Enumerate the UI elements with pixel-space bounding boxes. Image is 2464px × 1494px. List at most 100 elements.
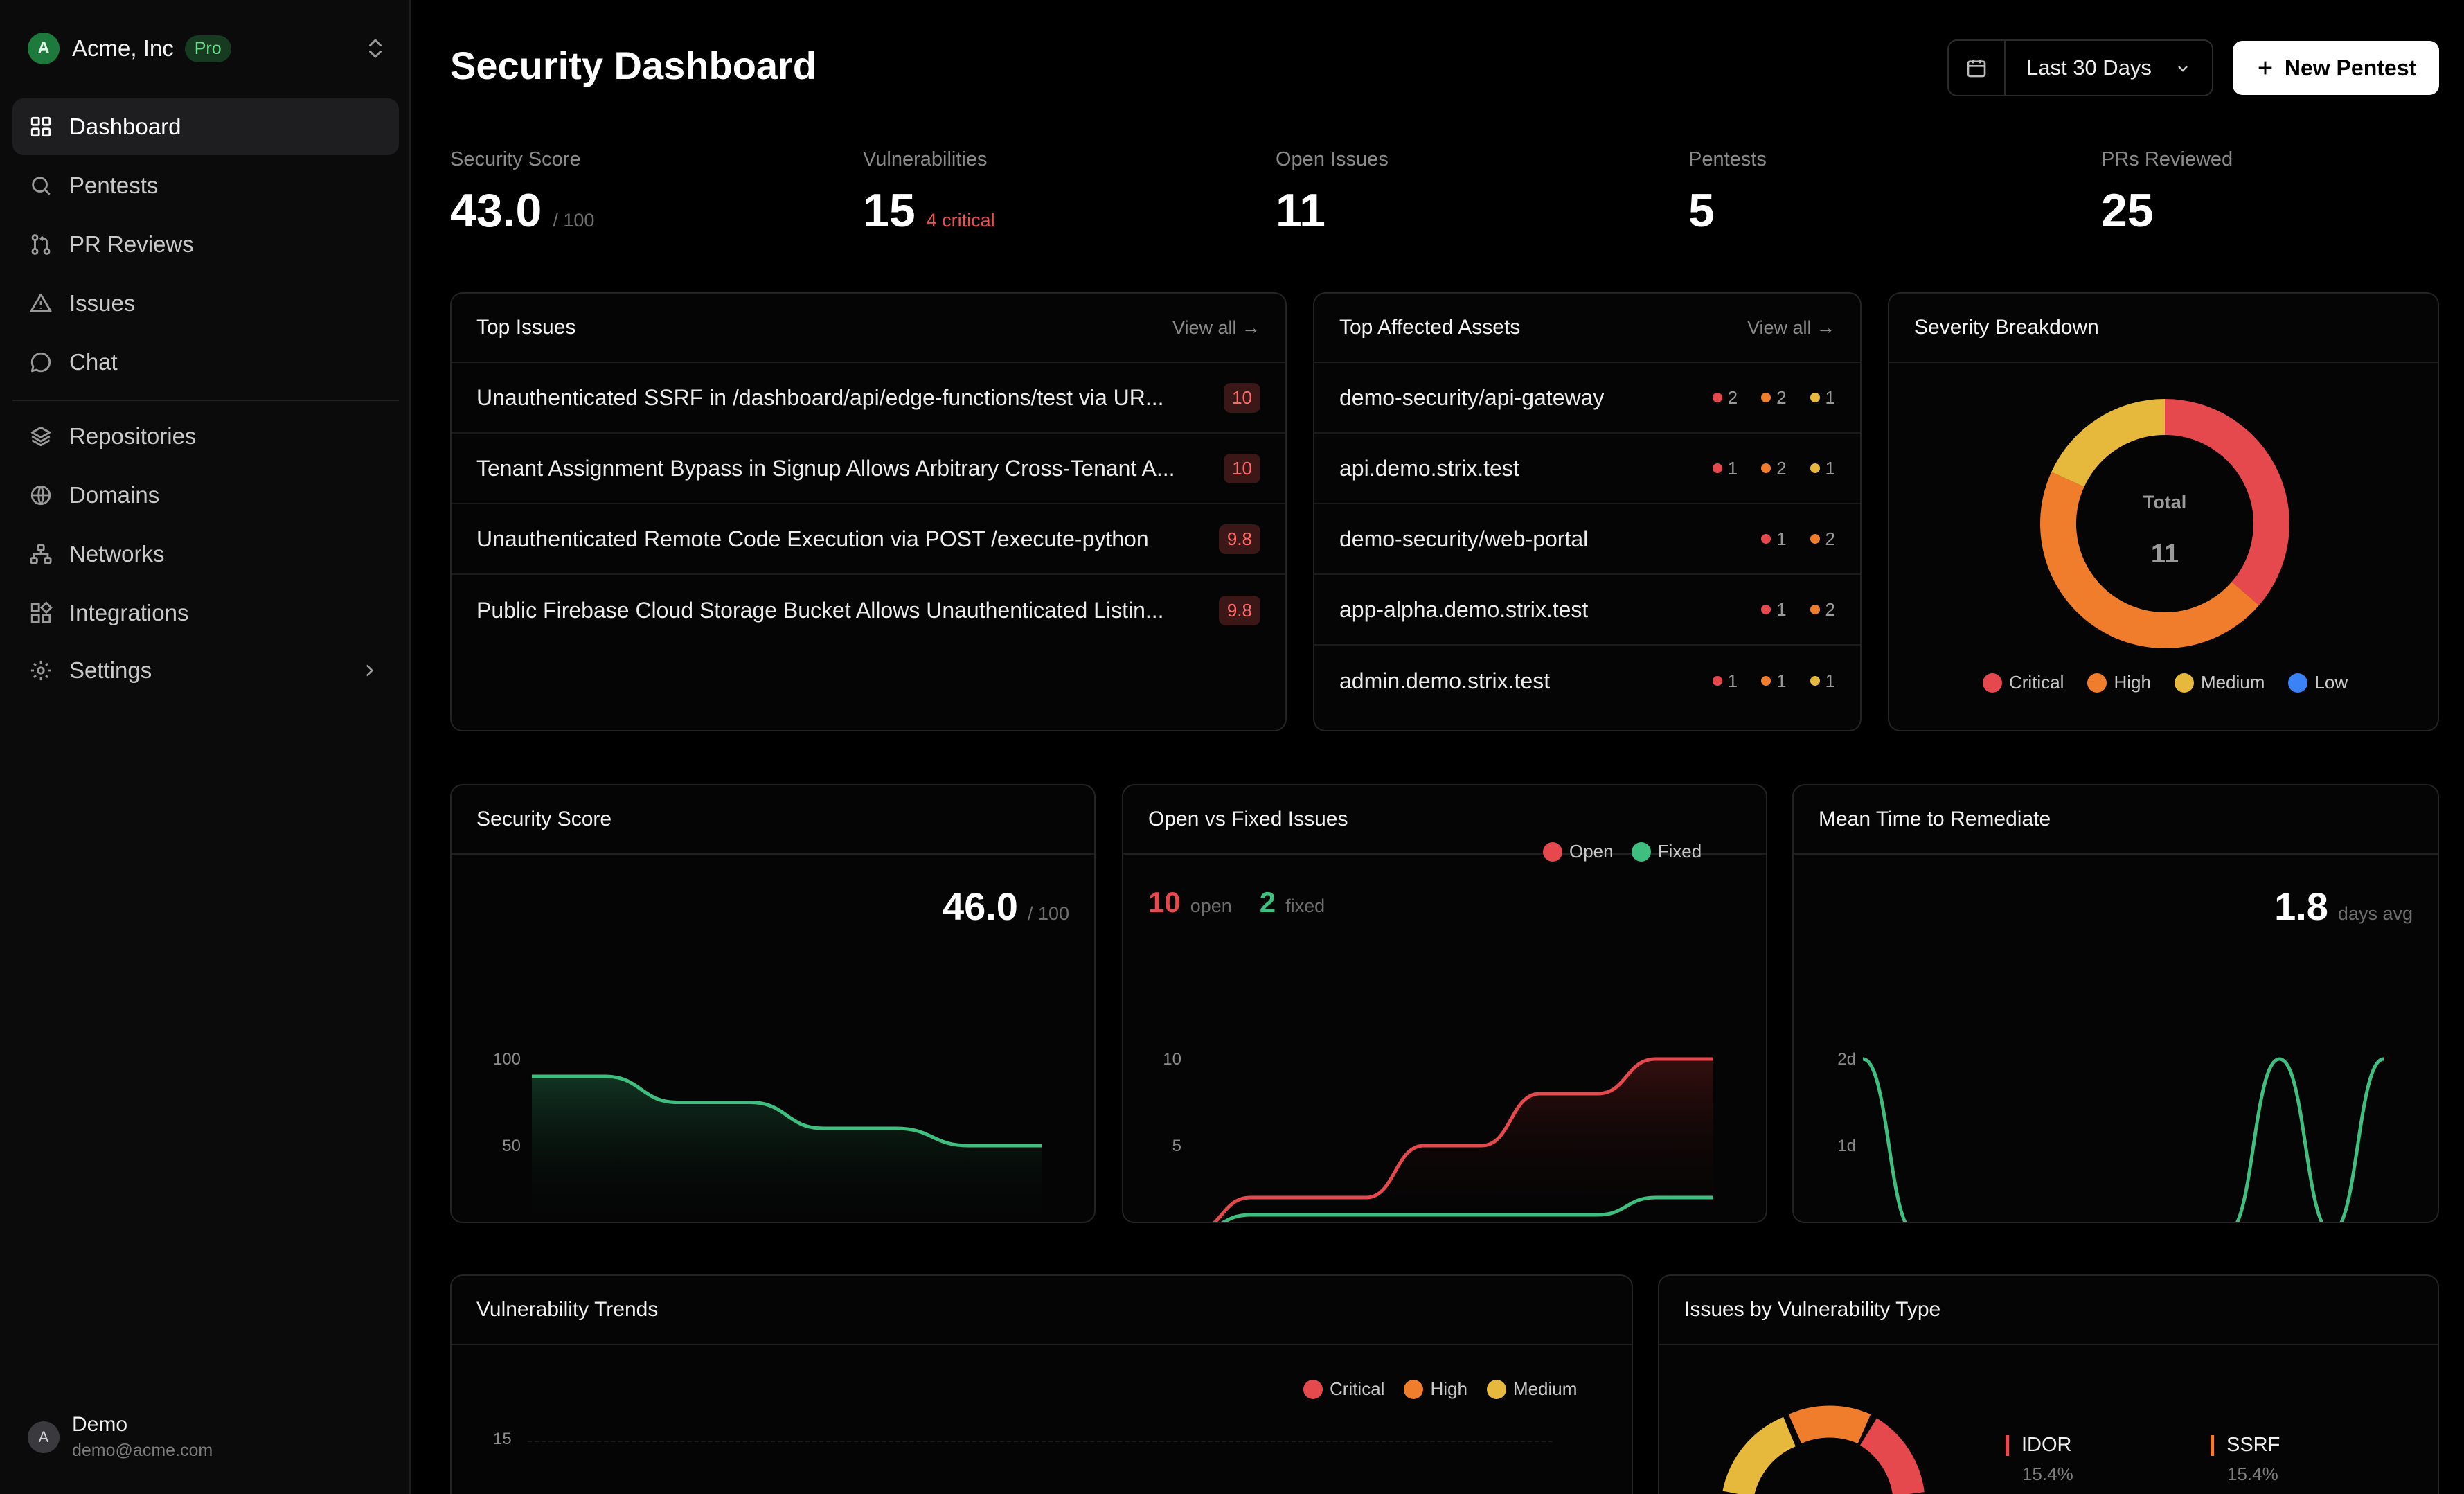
asset-row[interactable]: admin.demo.strix.test 1 1 1	[1314, 646, 1860, 716]
view-all-link[interactable]: View all →	[1172, 317, 1260, 338]
stat-open-issues: Open Issues 11	[1276, 148, 1389, 238]
vuln-type-name: SSRF	[2226, 1434, 2280, 1456]
mttr-line-chart: 2d1d0dDec 8Dec 22Jan 5Jan 19Feb 2Feb 16	[1837, 1050, 2384, 1222]
donut-segment-high	[1788, 1405, 1871, 1444]
medium-dot-icon	[1810, 676, 1820, 686]
asset-row[interactable]: demo-security/web-portal 1 2	[1314, 504, 1860, 575]
sidebar-item-repositories[interactable]: Repositories	[12, 408, 399, 465]
user-name: Demo	[72, 1413, 128, 1436]
legend-label: Medium	[1512, 1378, 1578, 1399]
top-issues-card: Top Issues View all → Unauthenticated SS…	[450, 292, 1287, 731]
card-title: Top Affected Assets	[1339, 316, 1521, 339]
legend-item-medium: Medium	[2174, 672, 2265, 693]
issue-row[interactable]: Unauthenticated Remote Code Execution vi…	[452, 504, 1285, 575]
issue-row[interactable]: Unauthenticated SSRF in /dashboard/api/e…	[452, 363, 1285, 434]
severity-count-value: 2	[1825, 528, 1835, 549]
vuln-type-pct: 15.4%	[2227, 1464, 2278, 1484]
severity-counts: 1 2 1	[1712, 457, 1835, 479]
sidebar: A Acme, Inc Pro Dashboard Pentests PR Re…	[0, 0, 411, 1494]
sidebar-item-label: Dashboard	[69, 114, 181, 139]
sidebar-item-issues[interactable]: Issues	[12, 275, 399, 332]
sidebar-item-label: Settings	[69, 657, 152, 683]
severity-count-value: 1	[1727, 670, 1738, 691]
sidebar-item-settings[interactable]: Settings	[12, 642, 399, 699]
view-all-link[interactable]: View all →	[1747, 317, 1835, 338]
severity-count-value: 1	[1727, 457, 1738, 479]
stat-value: 11	[1276, 184, 1325, 237]
donut-segment-critical	[2164, 399, 2289, 605]
layers-icon	[28, 423, 54, 450]
date-range-select[interactable]: Last 30 Days	[1947, 39, 2213, 96]
asset-row[interactable]: api.demo.strix.test 1 2 1	[1314, 434, 1860, 504]
issue-title: Public Firebase Cloud Storage Bucket All…	[476, 597, 1164, 623]
severity-count-value: 2	[1825, 598, 1835, 620]
issue-row[interactable]: Tenant Assignment Bypass in Signup Allow…	[452, 434, 1285, 504]
legend-label: Low	[2314, 672, 2348, 693]
severity-count-critical: 1	[1761, 598, 1787, 621]
plus-icon	[2258, 61, 2272, 75]
security-score-card: Security Score 46.0 / 100 100500Dec 15De…	[450, 784, 1096, 1223]
card-title: Severity Breakdown	[1914, 316, 2099, 339]
asset-name: demo-security/api-gateway	[1339, 384, 1605, 410]
sidebar-item-label: Issues	[69, 290, 136, 316]
cvss-score-badge: 10	[1224, 382, 1260, 413]
date-range-value: Last 30 Days	[2026, 55, 2152, 80]
y-tick-label: 10	[1163, 1050, 1181, 1069]
severity-count-high: 2	[1761, 386, 1787, 409]
legend-item-critical: Critical	[1303, 1378, 1384, 1400]
stat-label: Open Issues	[1276, 148, 1389, 170]
medium-dot-icon	[1810, 393, 1820, 402]
grid-line	[528, 1441, 1553, 1442]
sidebar-item-pr-reviews[interactable]: PR Reviews	[12, 216, 399, 273]
sidebar-item-pentests[interactable]: Pentests	[12, 157, 399, 214]
severity-count-value: 1	[1825, 670, 1835, 691]
severity-count-medium: 1	[1810, 670, 1835, 692]
org-name: Acme, Inc	[72, 35, 174, 61]
cvss-score-badge: 9.8	[1218, 524, 1260, 554]
severity-count-value: 1	[1825, 386, 1835, 408]
stat-value: 25	[2101, 184, 2154, 237]
issue-title: Unauthenticated SSRF in /dashboard/api/e…	[476, 384, 1164, 410]
legend-item-critical: Critical	[1983, 672, 2064, 693]
severity-count-critical: 1	[1761, 528, 1787, 550]
series-line-fixed	[1221, 1195, 1713, 1222]
critical-dot-icon	[1712, 463, 1722, 473]
calendar-icon[interactable]	[1949, 41, 2006, 95]
severity-legend: Critical High Medium Low	[1983, 672, 2348, 693]
sidebar-item-chat[interactable]: Chat	[12, 334, 399, 391]
high-dot-icon	[1761, 463, 1771, 473]
mttr-card: Mean Time to Remediate 1.8 days avg 2d 1d…	[1792, 784, 2439, 1223]
severity-count-value: 1	[1776, 598, 1787, 620]
issue-title: Tenant Assignment Bypass in Signup Allow…	[476, 455, 1175, 481]
asset-row[interactable]: demo-security/api-gateway 2 2 1	[1314, 363, 1860, 434]
chart-value: 46.0	[942, 884, 1018, 928]
chevron-up-down-icon[interactable]	[363, 36, 388, 61]
stat-value: 43.0	[450, 184, 542, 237]
sidebar-item-label: Pentests	[69, 172, 159, 198]
high-dot-icon	[1810, 534, 1820, 544]
legend-item-high: High	[2087, 672, 2151, 693]
stat-security-score: Security Score 43.0 / 100	[450, 148, 594, 238]
plan-badge: Pro	[184, 35, 231, 62]
sidebar-divider	[12, 400, 399, 401]
sidebar-item-integrations[interactable]: Integrations	[12, 585, 399, 641]
user-menu[interactable]: A Demo demo@acme.com	[28, 1413, 213, 1461]
legend-label: Medium	[2200, 672, 2265, 693]
severity-count-value: 2	[1776, 386, 1787, 408]
sidebar-item-domains[interactable]: Domains	[12, 467, 399, 524]
issue-row[interactable]: Public Firebase Cloud Storage Bucket All…	[452, 575, 1285, 646]
new-pentest-button[interactable]: New Pentest	[2233, 41, 2439, 95]
stat-label: PRs Reviewed	[2101, 148, 2233, 170]
legend-label: Critical	[2009, 672, 2064, 693]
severity-count-critical: 1	[1712, 670, 1738, 692]
sidebar-item-dashboard[interactable]: Dashboard	[12, 98, 399, 155]
page-title: Security Dashboard	[450, 44, 817, 87]
vulnerability-trends-card: Vulnerability Trends Critical High Mediu…	[450, 1274, 1633, 1494]
globe-icon	[28, 482, 54, 508]
org-switcher[interactable]: A Acme, Inc Pro	[28, 32, 388, 65]
stat-prs-reviewed: PRs Reviewed 25	[2101, 148, 2233, 238]
open-label: open	[1190, 896, 1232, 916]
asset-row[interactable]: app-alpha.demo.strix.test 1 2	[1314, 575, 1860, 646]
sidebar-item-networks[interactable]: Networks	[12, 526, 399, 583]
